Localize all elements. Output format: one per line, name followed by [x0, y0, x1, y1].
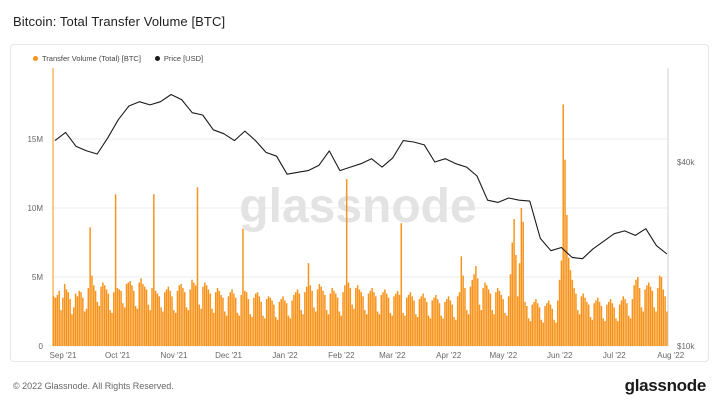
chart-panel	[10, 44, 709, 362]
chart-legend: Transfer Volume (Total) [BTC] Price [USD…	[33, 54, 203, 63]
legend-item-price[interactable]: Price [USD]	[154, 54, 204, 63]
copyright-text: © 2022 Glassnode. All Rights Reserved.	[13, 381, 174, 391]
legend-item-volume[interactable]: Transfer Volume (Total) [BTC]	[33, 54, 141, 63]
legend-label-price: Price [USD]	[163, 54, 204, 63]
legend-dot-price	[154, 56, 160, 61]
chart-title: Bitcoin: Total Transfer Volume [BTC]	[13, 14, 226, 29]
legend-dot-volume	[33, 56, 38, 61]
legend-label-volume: Transfer Volume (Total) [BTC]	[42, 54, 141, 63]
glassnode-logo[interactable]: glassnode	[624, 376, 707, 395]
